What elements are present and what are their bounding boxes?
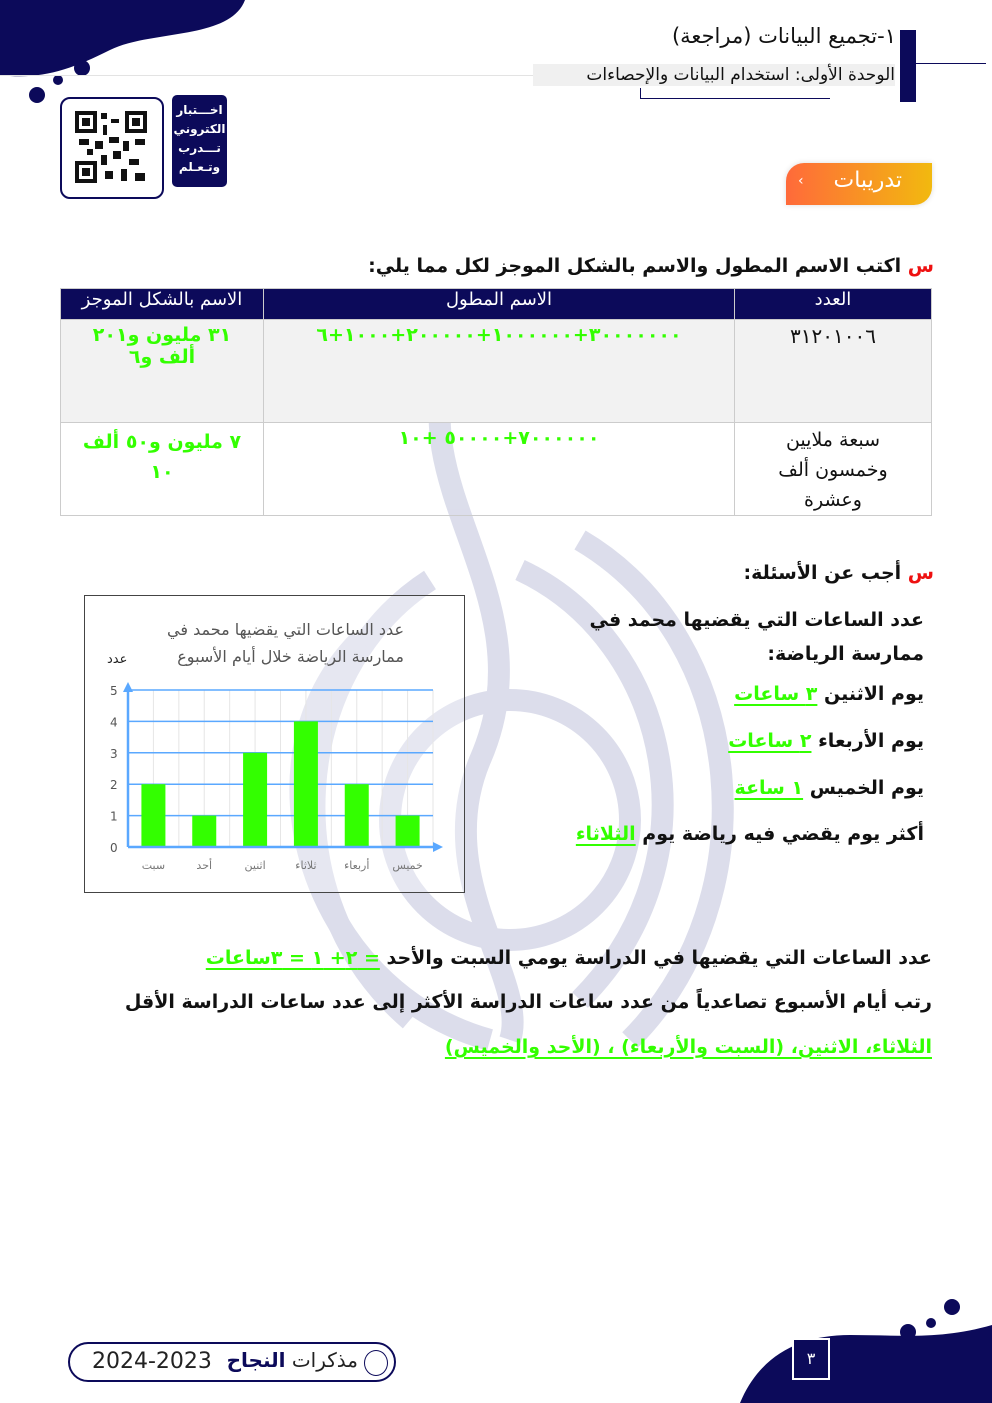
- table-row: سبعة ملايين وخمسون ألف وعشرة ٧٠٠٠٠٠٠+٥٠٠…: [60, 422, 932, 516]
- answer-label: يوم الخميس: [809, 777, 924, 799]
- header-line: [640, 98, 830, 99]
- question-text: أجب عن الأسئلة:: [743, 562, 902, 584]
- qr-label-line: الكتروني: [173, 122, 226, 136]
- footer-brand: 2024-2023 مذكرات النجاح: [68, 1342, 396, 1382]
- chart-plot: 0 1 2 3 4 5 سبت أحد اثنين ثلاثاء أربعاء خميس: [110, 682, 443, 872]
- answer-line: يوم الأربعاء ٢ ساعات: [728, 730, 924, 752]
- answer-label: يوم الاثنين: [824, 683, 924, 705]
- question-2: س أجب عن الأسئلة:: [744, 562, 934, 584]
- qr-code-icon[interactable]: [75, 111, 147, 183]
- badge-label: تدريبات: [833, 168, 902, 193]
- answer-label: يوم الأربعاء: [818, 730, 924, 752]
- y-tick-label: 1: [110, 810, 118, 824]
- answer-line: يوم الاثنين ٣ ساعات: [734, 683, 924, 705]
- y-tick-label: 5: [110, 684, 118, 698]
- question-1: س اكتب الاسم المطول والاسم بالشكل الموجز…: [368, 255, 934, 277]
- x-tick-label: ثلاثاء: [295, 859, 316, 872]
- answer-value: ٢ ساعات: [728, 730, 812, 752]
- x-tick-label: سبت: [142, 859, 165, 872]
- brand-logo-icon: [364, 1350, 388, 1376]
- y-axis-label: عدد: [107, 652, 128, 667]
- study-question: عدد الساعات التي يقضيها في الدراسة يومي …: [206, 947, 932, 969]
- x-tick-label: أحد: [196, 858, 212, 872]
- x-tick-label: اثنين: [245, 859, 266, 872]
- y-axis-arrow-icon: [123, 682, 133, 692]
- y-tick-label: 3: [110, 747, 118, 761]
- bar: [293, 721, 318, 847]
- table-row: ٣١٢٠١٠٠٦ ٣٠٠٠٠٠٠٠+١٠٠٠٠٠٠+٢٠٠٠٠٠+١٠٠٠+٦ …: [60, 319, 932, 423]
- e-test-label[interactable]: اخـــتبار الكتروني تـــدرب وتـعـلم: [172, 95, 227, 187]
- question-marker: س: [907, 562, 934, 584]
- x-tick-label: خميس: [392, 859, 423, 872]
- corner-decoration-icon: [0, 0, 245, 103]
- chevron-left-icon: ‹: [798, 173, 804, 189]
- study-question-text: عدد الساعات التي يقضيها في الدراسة يومي …: [386, 947, 933, 969]
- x-tick-label: أربعاء: [344, 858, 369, 872]
- qr-label-line: تـــدرب: [178, 141, 221, 155]
- qr-label-line: وتـعـلم: [178, 160, 221, 174]
- answer-line: أكثر يوم يقضي فيه رياضة يوم الثلاثاء: [576, 823, 924, 845]
- qr-label-line: اخـــتبار: [176, 103, 223, 117]
- short-form-cell: ٧ مليون و٥٠ ألف ١٠: [60, 422, 264, 516]
- numbers-table: العدد الاسم المطول الاسم بالشكل الموجز ٣…: [60, 288, 932, 516]
- bar: [192, 815, 217, 847]
- number-cell: ٣١٢٠١٠٠٦: [734, 319, 932, 423]
- y-tick-label: 4: [110, 715, 118, 729]
- chart-title: عدد الساعات التي يقضيها محمد في ممارسة ا…: [167, 616, 404, 670]
- bar: [243, 752, 268, 847]
- chart-title-line: ممارسة الرياضة خلال أيام الأسبوع: [177, 647, 404, 666]
- header-line: [0, 75, 535, 76]
- watermark-logo-icon: [289, 356, 734, 1051]
- y-tick-label: 0: [110, 841, 118, 855]
- brand-name: النجاح: [226, 1348, 286, 1372]
- column-header: العدد: [734, 288, 932, 320]
- table-header-row: العدد الاسم المطول الاسم بالشكل الموجز: [60, 288, 932, 320]
- qr-frame[interactable]: [60, 97, 164, 199]
- order-question: رتب أيام الأسبوع تصاعدياً من عدد ساعات ا…: [124, 991, 932, 1013]
- long-form-cell: ٣٠٠٠٠٠٠٠+١٠٠٠٠٠٠+٢٠٠٠٠٠+١٠٠٠+٦: [263, 319, 735, 423]
- question-marker: س: [907, 255, 934, 277]
- bar: [395, 815, 420, 847]
- answer-line: يوم الخميس ١ ساعة: [735, 777, 924, 799]
- bar-chart: عدد الساعات التي يقضيها محمد في ممارسة ا…: [84, 595, 465, 893]
- bar: [141, 784, 166, 847]
- column-header: الاسم بالشكل الموجز: [60, 288, 264, 320]
- answer-value: الثلاثاء: [575, 823, 636, 845]
- question-text: اكتب الاسم المطول والاسم بالشكل الموجز ل…: [368, 255, 902, 277]
- long-form-cell: ٧٠٠٠٠٠٠+٥٠٠٠٠ +١٠: [263, 422, 735, 516]
- exercises-badge: ‹ تدريبات: [786, 163, 932, 205]
- short-form-cell: ٣١ مليون و٢٠١ ألف و٦: [60, 319, 264, 423]
- unit-subtitle: الوحدة الأولى: استخدام البيانات والإحصاء…: [533, 64, 895, 86]
- brand-prefix: مذكرات: [291, 1348, 358, 1372]
- corner-decoration-icon: [740, 1299, 992, 1403]
- page-title: ١-تجميع البيانات (مراجعة): [671, 24, 896, 48]
- footer-year: 2024-2023: [92, 1349, 212, 1374]
- question-intro: عدد الساعات التي يقضيها محمد في ممارسة ا…: [589, 609, 924, 665]
- x-axis-arrow-icon: [433, 842, 443, 852]
- header-line: [640, 88, 641, 99]
- order-answer: الثلاثاء، الاثنين، (السبت والأربعاء) ، (…: [444, 1036, 932, 1058]
- study-answer: = ٢+ ١ = ٣ساعات: [205, 947, 380, 969]
- column-header: الاسم المطول: [263, 288, 735, 320]
- answer-label: أكثر يوم يقضي فيه رياضة يوم: [642, 823, 924, 845]
- answer-value: ١ ساعة: [734, 777, 804, 799]
- chart-title-line: عدد الساعات التي يقضيها محمد في: [167, 620, 404, 639]
- y-tick-label: 2: [110, 778, 118, 792]
- bar: [344, 784, 369, 847]
- header-line: [916, 63, 986, 64]
- answer-value: ٣ ساعات: [734, 683, 818, 705]
- number-cell: سبعة ملايين وخمسون ألف وعشرة: [734, 422, 932, 516]
- page-number: ٣: [792, 1338, 830, 1380]
- header-bar: [900, 30, 916, 102]
